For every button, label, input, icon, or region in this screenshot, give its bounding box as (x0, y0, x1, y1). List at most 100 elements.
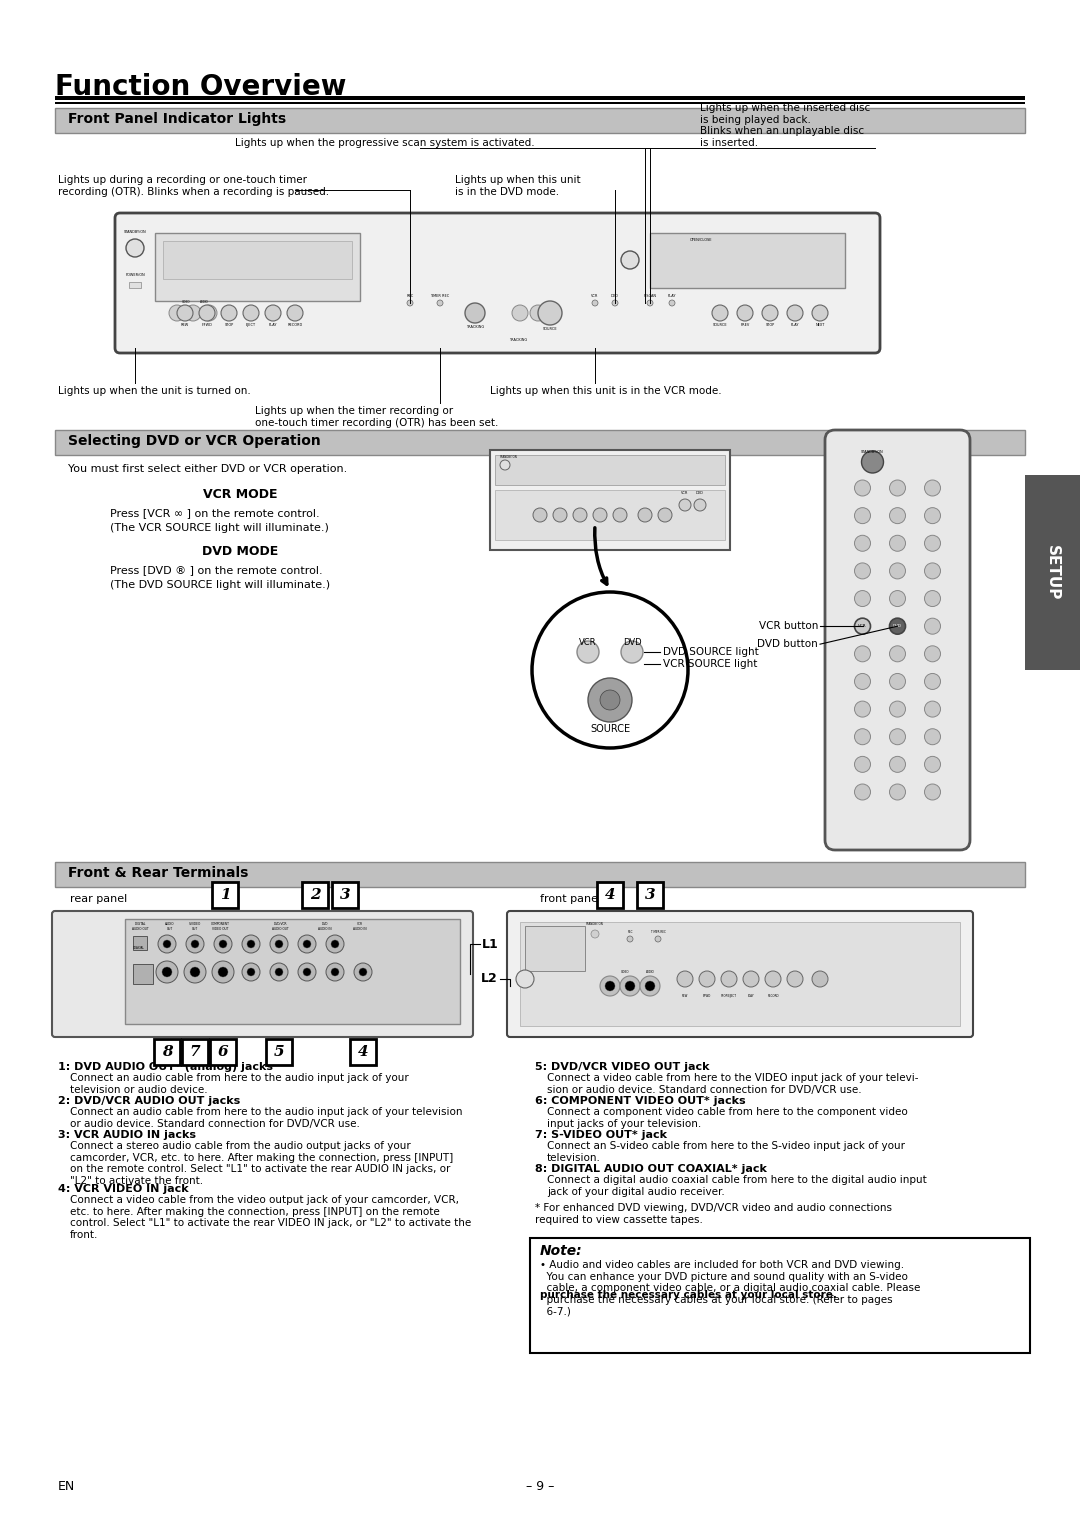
Circle shape (890, 784, 905, 801)
Circle shape (854, 701, 870, 717)
FancyBboxPatch shape (507, 911, 973, 1038)
Text: EJECT: EJECT (246, 322, 256, 327)
Circle shape (184, 961, 206, 983)
Text: Connect a digital audio coaxial cable from here to the digital audio input
jack : Connect a digital audio coaxial cable fr… (546, 1175, 927, 1196)
Text: REC: REC (406, 293, 414, 298)
Text: Lights up when this unit
is in the DVD mode.: Lights up when this unit is in the DVD m… (455, 176, 581, 197)
Circle shape (625, 981, 635, 992)
Circle shape (219, 940, 227, 947)
Bar (210, 1039, 237, 1065)
Bar (55, 429, 1025, 455)
Text: Function Overview: Function Overview (55, 73, 347, 101)
Circle shape (854, 784, 870, 801)
Circle shape (588, 678, 632, 723)
Text: 3: VCR AUDIO IN jacks: 3: VCR AUDIO IN jacks (58, 1131, 195, 1140)
Text: REW: REW (681, 995, 688, 998)
Circle shape (270, 935, 288, 953)
Text: Lights up when the unit is turned on.: Lights up when the unit is turned on. (58, 387, 251, 396)
Text: DVD SOURCE light: DVD SOURCE light (663, 646, 759, 657)
Circle shape (924, 507, 941, 524)
Text: RECORD: RECORD (287, 322, 302, 327)
Text: Lights up when this unit is in the VCR mode.: Lights up when this unit is in the VCR m… (490, 387, 721, 396)
Circle shape (221, 306, 237, 321)
Circle shape (854, 756, 870, 772)
Text: 3: 3 (645, 888, 656, 902)
Circle shape (812, 306, 828, 321)
Bar (350, 1039, 376, 1065)
Text: STANDBY/ON: STANDBY/ON (586, 921, 604, 926)
FancyBboxPatch shape (52, 911, 473, 1038)
Bar (332, 882, 357, 908)
Text: DVD
AUDIO IN: DVD AUDIO IN (319, 921, 332, 931)
Circle shape (694, 500, 706, 510)
Circle shape (890, 674, 905, 689)
Bar (55, 862, 1025, 886)
Circle shape (185, 306, 201, 321)
Text: Lights up when the inserted disc
is being played back.
Blinks when an unplayable: Lights up when the inserted disc is bein… (700, 104, 870, 148)
Bar (530, 1238, 1030, 1352)
Bar (266, 1039, 292, 1065)
FancyBboxPatch shape (825, 429, 970, 850)
Circle shape (270, 963, 288, 981)
Circle shape (534, 507, 546, 523)
Text: REW: REW (180, 322, 189, 327)
Circle shape (247, 940, 255, 947)
Text: F.FWD: F.FWD (703, 995, 711, 998)
Circle shape (854, 535, 870, 552)
Bar (129, 283, 141, 287)
Text: STOP/EJECT: STOP/EJECT (721, 995, 737, 998)
Text: Lights up during a recording or one-touch timer
recording (OTR). Blinks when a r: Lights up during a recording or one-touc… (58, 176, 329, 197)
Circle shape (669, 299, 675, 306)
Circle shape (645, 981, 654, 992)
Circle shape (712, 306, 728, 321)
Bar (125, 918, 460, 1024)
Circle shape (924, 729, 941, 744)
Text: SOURCE: SOURCE (713, 322, 727, 327)
Circle shape (326, 935, 345, 953)
Text: AUDIO
OUT: AUDIO OUT (165, 921, 175, 931)
Circle shape (201, 306, 217, 321)
Circle shape (538, 301, 562, 325)
Circle shape (298, 963, 316, 981)
Text: VCR button: VCR button (758, 622, 818, 631)
Circle shape (627, 937, 633, 941)
Circle shape (605, 981, 615, 992)
Text: STANDBY/ON: STANDBY/ON (861, 451, 883, 454)
Circle shape (638, 507, 652, 523)
Circle shape (862, 451, 883, 474)
Text: POWER/ON: POWER/ON (125, 274, 145, 277)
Circle shape (924, 590, 941, 607)
Text: Press [DVD ® ] on the remote control.: Press [DVD ® ] on the remote control. (110, 565, 323, 575)
Text: Connect a video cable from the video output jack of your camcorder, VCR,
etc. to: Connect a video cable from the video out… (70, 1195, 471, 1239)
Text: S-VIDEO
OUT: S-VIDEO OUT (189, 921, 201, 931)
Circle shape (787, 306, 804, 321)
Bar (55, 96, 1025, 99)
Circle shape (890, 619, 905, 634)
Bar (55, 108, 1025, 133)
Text: SOURCE: SOURCE (590, 724, 630, 733)
Bar (55, 102, 1025, 104)
Circle shape (243, 306, 259, 321)
Text: AUDIO: AUDIO (646, 970, 654, 973)
Text: 4: VCR VIDEO IN jack: 4: VCR VIDEO IN jack (58, 1184, 189, 1193)
Text: DVD: DVD (697, 490, 704, 495)
Circle shape (647, 299, 653, 306)
Circle shape (573, 507, 588, 523)
FancyBboxPatch shape (114, 212, 880, 353)
Circle shape (762, 306, 778, 321)
Bar (495, 490, 725, 539)
Bar (650, 232, 845, 287)
Circle shape (613, 507, 627, 523)
Text: L2: L2 (482, 972, 498, 986)
Circle shape (854, 590, 870, 607)
Circle shape (126, 238, 144, 257)
Circle shape (359, 969, 367, 976)
Bar (525, 926, 585, 970)
Circle shape (190, 967, 200, 976)
Circle shape (721, 970, 737, 987)
Circle shape (354, 963, 372, 981)
Circle shape (924, 784, 941, 801)
Circle shape (303, 969, 311, 976)
Bar (637, 882, 663, 908)
Text: 7: S-VIDEO OUT* jack: 7: S-VIDEO OUT* jack (535, 1131, 667, 1140)
